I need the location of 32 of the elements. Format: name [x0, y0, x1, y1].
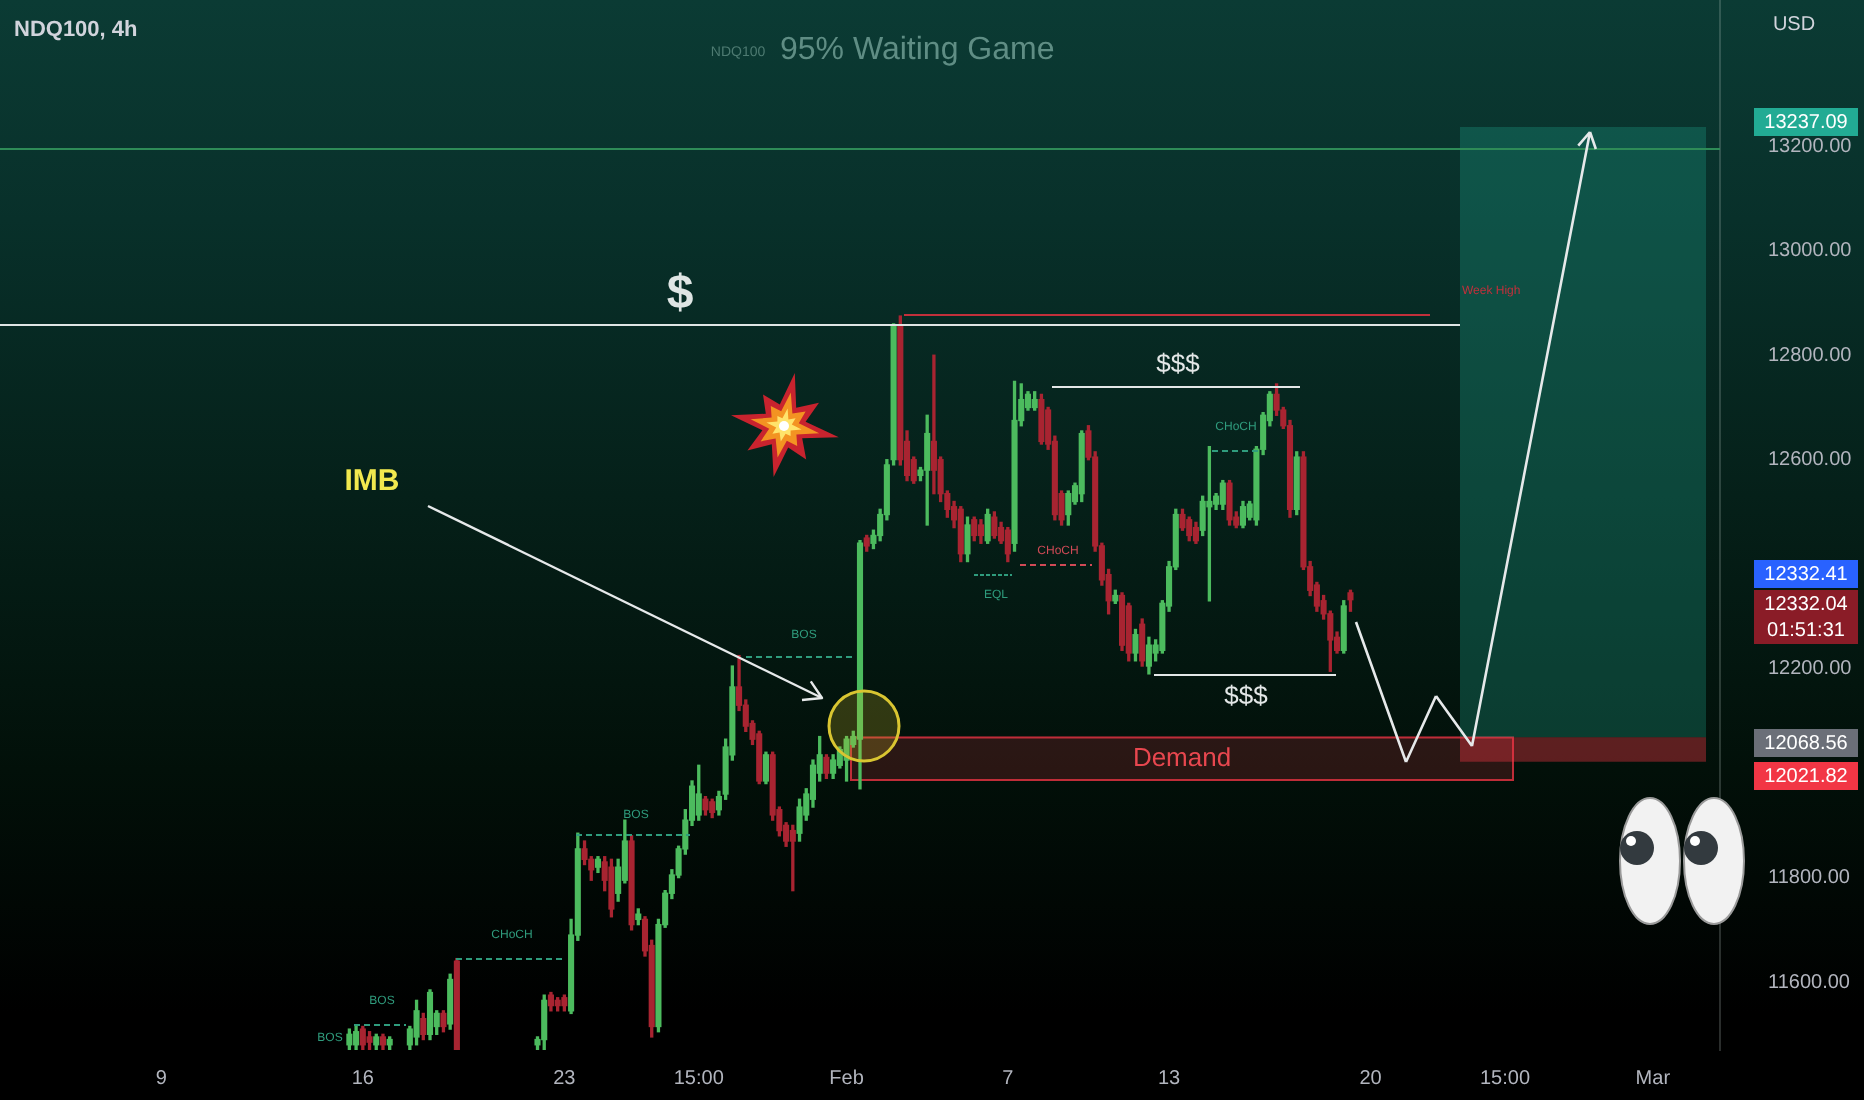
text: 95% Waiting Game	[780, 32, 1055, 67]
x-tick-label: 15:00	[1479, 1067, 1531, 1090]
text: 13237.09	[1764, 111, 1849, 134]
text: 12068.56	[1764, 732, 1849, 755]
y-axis-title: USD	[1772, 13, 1816, 36]
ref-line-label: $$$	[1156, 348, 1202, 379]
x-tick-label: Mar	[1635, 1067, 1672, 1090]
y-tick-label: 13200.00	[1768, 135, 1853, 158]
x-tick-label: 20	[1359, 1067, 1383, 1090]
x-tick-label: Feb	[829, 1067, 865, 1090]
x-tick-label: 23	[553, 1067, 577, 1090]
x-tick-label: 13	[1157, 1067, 1182, 1090]
y-tick-label: 12800.00	[1768, 344, 1853, 367]
text: NDQ100, 4h	[14, 18, 139, 43]
ref-line-label: $$$	[1224, 680, 1270, 711]
y-tick-label: 11800.00	[1768, 867, 1851, 890]
ref-line-label: $	[666, 266, 695, 321]
y-tick-label: 11600.00	[1768, 971, 1851, 994]
text: 12021.82	[1764, 765, 1849, 788]
text: 12332.41	[1764, 563, 1849, 586]
text: 01:51:31	[1767, 619, 1846, 642]
band-label: Demand	[1132, 741, 1232, 772]
candlestick	[930, 354, 937, 495]
x-tick-label: 7	[1002, 1067, 1015, 1090]
annotation: IMB	[344, 464, 400, 499]
x-tick-label: 16	[351, 1067, 375, 1090]
y-tick-label: 13000.00	[1768, 240, 1853, 263]
text: 12332.04	[1764, 593, 1849, 616]
y-tick-label: 12200.00	[1768, 658, 1853, 681]
x-tick-label: 15:00	[673, 1067, 725, 1090]
x-tick-label: 9	[155, 1067, 168, 1090]
y-tick-label: 12600.00	[1768, 449, 1853, 472]
